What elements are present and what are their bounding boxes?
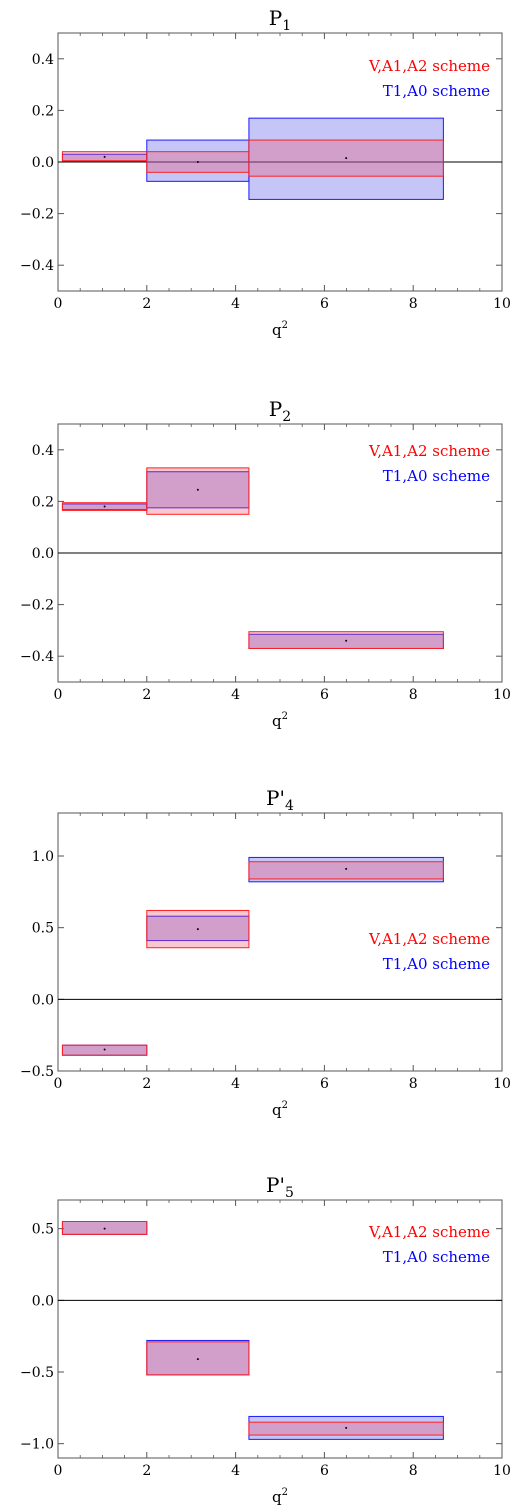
x-tick-label: 10 [493, 296, 511, 312]
y-tick-label: −0.5 [20, 1064, 54, 1080]
x-tick-label: 0 [54, 1463, 63, 1479]
central-value-dot [103, 505, 106, 508]
central-value-dot [196, 1358, 199, 1361]
x-tick-label: 8 [409, 1076, 418, 1092]
central-value-dot [345, 157, 348, 160]
chart-title-subscript: 5 [285, 1185, 294, 1201]
y-tick-label: 0.0 [32, 1293, 54, 1309]
x-axis-label: q2 [272, 320, 288, 339]
central-value-dot [345, 867, 348, 870]
chart-title-main: P' [266, 786, 285, 810]
legend-entry-1: V,A1,A2 scheme [368, 442, 490, 460]
legend-entry-1: V,A1,A2 scheme [368, 1223, 490, 1241]
legend-entry-1: V,A1,A2 scheme [368, 57, 490, 75]
legend-entry-2: T1,A0 scheme [383, 1248, 490, 1266]
chart-title: P'5 [266, 1173, 294, 1201]
x-tick-label: 2 [142, 1463, 151, 1479]
chart-title-subscript: 4 [285, 798, 294, 814]
x-axis-label: q2 [272, 1487, 288, 1506]
y-tick-label: 0.5 [32, 1222, 54, 1238]
y-tick-label: −0.2 [20, 207, 54, 223]
x-axis-label-main: q [272, 1101, 282, 1119]
x-tick-label: 4 [231, 1076, 240, 1092]
x-tick-label: 2 [142, 687, 151, 703]
x-tick-label: 10 [493, 1076, 511, 1092]
x-axis-label-main: q [272, 1488, 282, 1506]
y-tick-label: −0.4 [20, 258, 54, 274]
plot-frame [57, 812, 503, 1072]
x-tick-label: 4 [231, 1463, 240, 1479]
x-tick-label: 0 [54, 1076, 63, 1092]
x-tick-label: 8 [409, 687, 418, 703]
chart-title-main: P [269, 6, 282, 30]
x-tick-label: 8 [409, 296, 418, 312]
x-tick-label: 0 [54, 687, 63, 703]
legend-entry-1: V,A1,A2 scheme [368, 930, 490, 948]
x-tick-label: 6 [320, 296, 329, 312]
x-tick-label: 0 [54, 296, 63, 312]
x-axis-label-main: q [272, 712, 282, 730]
x-axis-label: q2 [272, 1100, 288, 1119]
legend-entry-2: T1,A0 scheme [383, 82, 490, 100]
y-tick-label: 0.2 [32, 103, 54, 119]
central-value-dot [103, 1227, 106, 1230]
legend-entry-2: T1,A0 scheme [383, 467, 490, 485]
x-tick-label: 4 [231, 687, 240, 703]
central-value-dot [345, 639, 348, 642]
x-axis-label-superscript: 2 [282, 1487, 288, 1498]
x-tick-label: 6 [320, 1076, 329, 1092]
chart-title: P1 [269, 6, 291, 34]
central-value-dot [196, 928, 199, 931]
chart-title-main: P [269, 397, 282, 421]
y-tick-label: −0.2 [20, 598, 54, 614]
y-tick-label: 0.0 [32, 546, 54, 562]
x-tick-label: 10 [493, 1463, 511, 1479]
y-tick-label: −0.4 [20, 649, 54, 665]
x-tick-label: 2 [142, 296, 151, 312]
red-band-box [248, 861, 444, 880]
central-value-dot [196, 161, 199, 163]
y-tick-label: 0.4 [32, 443, 54, 459]
x-axis-label-superscript: 2 [282, 1100, 288, 1111]
plot-frame [57, 1199, 503, 1459]
x-axis-label-superscript: 2 [282, 711, 288, 722]
x-tick-label: 6 [320, 687, 329, 703]
y-tick-label: 0.0 [32, 992, 54, 1008]
chart-title-main: P' [266, 1173, 285, 1197]
legend-entry-2: T1,A0 scheme [383, 955, 490, 973]
central-value-dot [103, 1048, 106, 1051]
y-tick-label: −0.5 [20, 1365, 54, 1381]
x-axis-label: q2 [272, 711, 288, 730]
y-tick-label: 0.4 [32, 52, 54, 68]
central-value-dot [345, 1426, 348, 1429]
y-tick-label: 1.0 [32, 849, 54, 865]
blue-band-box [146, 1339, 250, 1376]
chart-title: P'4 [266, 786, 294, 814]
y-tick-label: 0.2 [32, 494, 54, 510]
x-tick-label: 8 [409, 1463, 418, 1479]
y-tick-label: 0.5 [32, 921, 54, 937]
x-axis-label-main: q [272, 321, 282, 339]
x-tick-label: 4 [231, 296, 240, 312]
chart-title-subscript: 1 [282, 18, 291, 34]
red-band-box [146, 467, 250, 515]
x-axis-label-superscript: 2 [282, 320, 288, 331]
x-tick-label: 6 [320, 1463, 329, 1479]
y-tick-label: −1.0 [20, 1437, 54, 1453]
central-value-dot [196, 488, 199, 491]
chart-title: P2 [269, 397, 291, 425]
x-tick-label: 2 [142, 1076, 151, 1092]
central-value-dot [103, 155, 106, 158]
chart-title-subscript: 2 [282, 409, 291, 425]
x-tick-label: 10 [493, 687, 511, 703]
y-tick-label: 0.0 [32, 155, 54, 171]
